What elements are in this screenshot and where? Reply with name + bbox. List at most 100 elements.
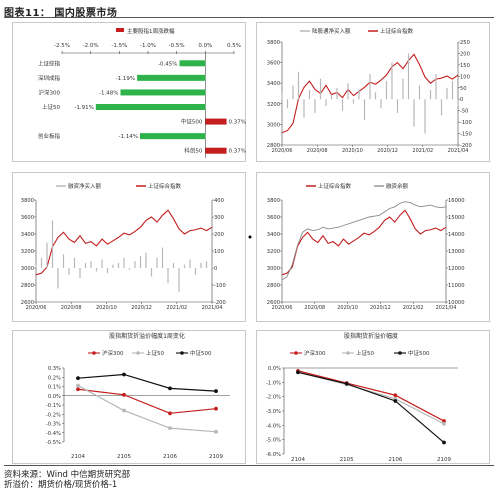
legend-label: 上证50 (356, 349, 374, 357)
x-tick-label: 2021/02 (166, 305, 187, 311)
y-tick-label-left: 3200 (267, 249, 280, 255)
x-tick-label: 2109 (209, 454, 223, 460)
y-tick-label: -0.1% (46, 403, 61, 409)
x-tick-label: 0.0% (198, 43, 212, 49)
y-tick-label-right: 100 (460, 74, 470, 80)
y-tick-label: -2.0% (266, 395, 281, 401)
x-tick-label: 2020/06 (272, 148, 293, 154)
y-tick-label-left: 3600 (267, 215, 280, 221)
y-tick-label-right: 300 (214, 215, 224, 221)
legend-swatch-index-weekly (116, 28, 124, 32)
value-label: 0.37% (229, 149, 246, 155)
series-point (344, 381, 349, 386)
x-tick-label: -1.0% (140, 43, 156, 49)
bar (139, 133, 206, 140)
y-tick-label-left: 3400 (21, 232, 34, 238)
y-tick-label-left: 3000 (21, 266, 34, 272)
x-tick-label: 2104 (291, 457, 305, 463)
series-point (214, 406, 218, 411)
y-tick-label: -0.2% (46, 412, 61, 418)
y-tick-label-right: 0 (214, 266, 217, 272)
series-line (77, 388, 217, 414)
y-tick-label-left: 3800 (267, 198, 280, 204)
y-tick-label: -6.0% (266, 452, 281, 458)
y-tick-label: 0.2% (48, 375, 61, 381)
legend-label: 融资余额 (386, 182, 409, 190)
title-rule (4, 17, 494, 18)
y-tick-label-right: 200 (460, 51, 470, 57)
legend-label: 陆股通净买入额 (312, 27, 351, 35)
y-tick-label-left: 2800 (267, 283, 280, 289)
x-tick-label: -2.0% (83, 43, 99, 49)
y-tick-label-left: 2800 (267, 143, 280, 149)
bar (95, 104, 206, 110)
series-line (77, 385, 217, 433)
y-tick-label-right: 14000 (448, 232, 465, 238)
value-label: -0.45% (158, 61, 177, 67)
bar (205, 147, 227, 154)
y-tick-label-right: 50 (460, 86, 467, 92)
footer-note: 折溢价：期货价格/现货价格-1 (4, 480, 118, 490)
x-tick-label: 2020/08 (304, 305, 325, 311)
y-tick-label-right: 12000 (448, 266, 465, 272)
y-tick-label: -4.0% (266, 423, 281, 429)
category-label: 上证综指 (38, 59, 61, 67)
x-tick-label: 2020/10 (337, 305, 358, 311)
x-tick-label: 2106 (388, 457, 402, 463)
bar (205, 118, 227, 125)
figure-title: 图表11： 国内股票市场 (4, 8, 118, 19)
series-point (296, 370, 300, 375)
panel-frame-margin-buy (12, 172, 246, 322)
panel-frame-northbound (256, 22, 490, 162)
y-tick-label-left: 3200 (21, 249, 34, 255)
bar (179, 60, 206, 67)
y-tick-label-right: 10000 (448, 300, 465, 306)
y-tick-label-left: 2800 (21, 283, 34, 289)
footer-rule (4, 465, 494, 466)
legend-label-index-weekly: 主要股指1周涨跌幅 (127, 27, 175, 35)
y-tick-label-left: 3400 (267, 232, 280, 238)
x-tick-label: 2020/08 (61, 305, 82, 311)
legend-marker (180, 351, 184, 355)
series-line-index (35, 209, 213, 276)
bar (120, 89, 206, 96)
value-label: -1.19% (116, 76, 135, 82)
y-tick-label-right: 13000 (448, 249, 465, 255)
x-tick-label: 2105 (340, 457, 354, 463)
value-label: 0.37% (229, 120, 246, 126)
y-tick-label-right: 11000 (448, 283, 465, 289)
y-tick-label-right: -50 (460, 109, 468, 115)
category-label: 深圳成指 (38, 74, 61, 82)
y-tick-label-right: -100 (460, 120, 472, 126)
series-point (393, 393, 398, 398)
y-tick-label-right: -100 (214, 283, 226, 289)
x-tick-label: 0.5% (227, 43, 241, 49)
x-tick-label: -2.5% (54, 43, 70, 49)
y-tick-label: 0.1% (48, 385, 61, 391)
y-tick-label-left: 3800 (21, 198, 34, 204)
series-point (168, 386, 172, 391)
x-tick-label: 2021/02 (412, 148, 433, 154)
x-tick-label: 2105 (117, 454, 131, 460)
y-tick-label-right: -150 (460, 132, 472, 138)
x-tick-label: 2020/08 (307, 148, 328, 154)
legend-marker (346, 351, 350, 355)
series-point (168, 426, 172, 431)
series-line (297, 371, 445, 425)
legend-marker (398, 351, 402, 355)
series-point (442, 419, 446, 423)
y-tick-label: -3.0% (266, 409, 281, 415)
y-tick-label: 0.0% (48, 394, 61, 400)
value-label: -1.48% (99, 90, 118, 96)
legend-marker (92, 351, 96, 355)
y-tick-label: -1.0% (266, 380, 281, 386)
series-point (122, 372, 126, 377)
series-point (214, 389, 218, 394)
series-point (76, 383, 80, 388)
series-point (393, 399, 398, 403)
chart-title: 股指期货折溢价幅度1周变化 (109, 332, 185, 340)
category-label: 上证50 (42, 103, 60, 111)
y-tick-label-left: 3000 (267, 266, 280, 272)
x-tick-label: 2020/12 (377, 148, 398, 154)
